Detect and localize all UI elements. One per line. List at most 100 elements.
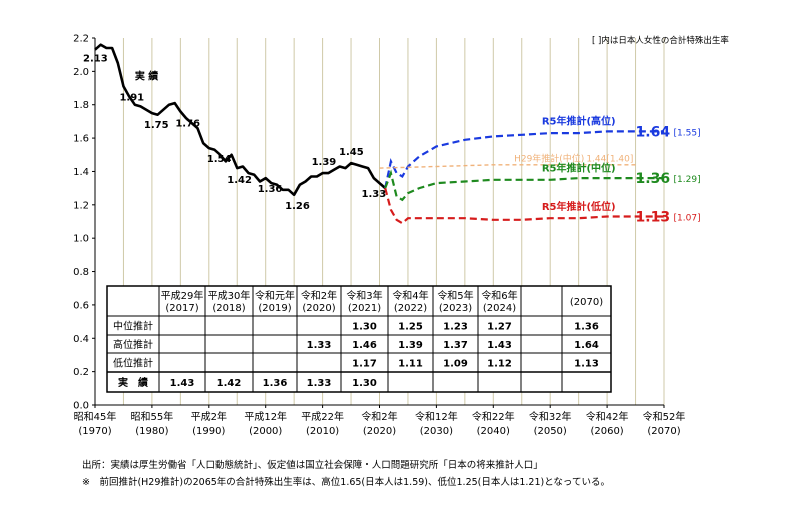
data-label-1980: 1.75 bbox=[144, 120, 169, 131]
x-tick-year: (1970) bbox=[78, 426, 111, 437]
x-tick-label: 令和2年 bbox=[361, 410, 397, 423]
x-tick-label: 令和42年 bbox=[586, 410, 629, 423]
table-row-label: 中位推計 bbox=[113, 320, 153, 333]
data-label-1990: 1.54 bbox=[207, 154, 232, 165]
series-line-1 bbox=[384, 169, 664, 202]
table-cell: 1.37 bbox=[443, 340, 468, 351]
y-tick-label: 1.4 bbox=[73, 167, 89, 178]
x-tick-year: (1990) bbox=[192, 426, 225, 437]
table-row-label: 低位推計 bbox=[113, 357, 153, 370]
y-tick-label: 0.4 bbox=[73, 334, 89, 345]
table-header-year: (2023) bbox=[439, 303, 472, 314]
series-name-1: R5年推計(中位) bbox=[542, 161, 616, 174]
series-lines bbox=[94, 43, 664, 225]
y-tick-label: 0.2 bbox=[73, 367, 89, 378]
x-tick-year: (2040) bbox=[477, 426, 510, 437]
table-cell: 1.30 bbox=[352, 378, 377, 389]
y-tick-labels: 0.0 0.2 0.4 0.6 0.8 1.0 1.2 1.4 1.6 1.8 2.0 2.2 bbox=[73, 34, 95, 412]
table-cell: 1.43 bbox=[487, 340, 512, 351]
series-name-3: H29年推計(中位) bbox=[514, 152, 584, 164]
data-label-1995: 1.42 bbox=[227, 175, 252, 186]
data-label-2020: 1.33 bbox=[362, 189, 387, 200]
x-tick-label: 令和12年 bbox=[415, 410, 458, 423]
x-tick-year: (1980) bbox=[135, 426, 168, 437]
table-cell: 1.11 bbox=[398, 359, 423, 370]
series-bracket-1: [1.29] bbox=[674, 175, 701, 185]
table-cell: 1.23 bbox=[443, 322, 468, 333]
y-tick-label: 0.6 bbox=[73, 300, 89, 311]
table-cell: 1.25 bbox=[398, 322, 423, 333]
table-cell: 1.09 bbox=[443, 359, 468, 370]
reference-note: [ ]内は日本人女性の合計特殊出生率 bbox=[592, 36, 729, 46]
table-header-year: (2021) bbox=[348, 303, 381, 314]
table-cell: 1.12 bbox=[487, 359, 512, 370]
table-header-year: (2017) bbox=[165, 303, 198, 314]
table-cell: 1.33 bbox=[307, 378, 332, 389]
x-tick-year: (2030) bbox=[420, 426, 453, 437]
series-value-1: 1.36 bbox=[636, 171, 671, 187]
x-tick-labels: 昭和45年 (1970) 昭和55年 (1980) 平成2年 (1990) 平成12年 (20… bbox=[74, 405, 686, 437]
x-tick-year: (2050) bbox=[534, 426, 567, 437]
y-tick-label: 1.6 bbox=[73, 134, 89, 145]
series-bracket-2: [1.07] bbox=[674, 213, 701, 223]
source-note: 出所：実績は厚生労働省「人口動態統計」、仮定値は国立社会保障・人口問題研究所「日… bbox=[82, 460, 543, 471]
x-tick-year: (2020) bbox=[363, 426, 396, 437]
series-actual bbox=[94, 43, 387, 197]
series-value-2: 1.13 bbox=[636, 209, 671, 225]
x-tick-year: (2000) bbox=[249, 426, 282, 437]
table-cell: 1.43 bbox=[170, 378, 195, 389]
series-line-2 bbox=[384, 187, 664, 225]
y-tick-label: 2.0 bbox=[73, 67, 89, 78]
table-cell: 1.46 bbox=[352, 340, 377, 351]
table-header-year: (2018) bbox=[212, 303, 245, 314]
table-cell: 1.17 bbox=[352, 359, 377, 370]
table-header-era: 令和2年 bbox=[301, 289, 337, 302]
x-tick-year: (2070) bbox=[647, 426, 680, 437]
series-line-3 bbox=[379, 164, 636, 169]
x-tick-label: 昭和45年 bbox=[74, 410, 117, 423]
data-label-2000: 1.36 bbox=[258, 184, 283, 195]
series-name-0: R5年推計(高位) bbox=[542, 115, 616, 128]
table-header-era: 令和3年 bbox=[346, 289, 382, 302]
x-tick-label: 昭和55年 bbox=[131, 410, 174, 423]
y-tick-label: 1.0 bbox=[73, 234, 89, 245]
table-header-era: 令和4年 bbox=[392, 289, 428, 302]
series-value-0: 1.64 bbox=[636, 124, 671, 140]
series-bracket-3: [1.40] bbox=[606, 154, 633, 164]
series-value-3: 1.44 bbox=[586, 154, 606, 164]
x-tick-label: 平成2年 bbox=[191, 410, 227, 423]
table-header-era: 平成30年 bbox=[208, 289, 251, 302]
table-row-label: 高位推計 bbox=[113, 338, 153, 351]
data-table: 平成29年(2017)平成30年(2018)令和元年(2019)令和2年(202… bbox=[106, 285, 612, 393]
table-cell: 1.42 bbox=[217, 378, 242, 389]
table-cell: 1.27 bbox=[487, 322, 512, 333]
series-name-2: R5年推計(低位) bbox=[542, 200, 616, 213]
table-header-era: 令和元年 bbox=[255, 289, 295, 302]
x-tick-label: 令和22年 bbox=[472, 410, 515, 423]
x-tick-year: (2060) bbox=[590, 426, 623, 437]
x-tick-label: 令和52年 bbox=[643, 410, 686, 423]
table-frame bbox=[106, 285, 612, 393]
table-cell: 1.36 bbox=[574, 322, 599, 333]
table-cell: 1.36 bbox=[263, 378, 288, 389]
y-tick-label: 0.8 bbox=[73, 267, 89, 278]
table-header-year: (2019) bbox=[258, 303, 291, 314]
x-tick-label: 令和32年 bbox=[529, 410, 572, 423]
table-header-era: 平成29年 bbox=[161, 289, 204, 302]
table-header-year: (2020) bbox=[302, 303, 335, 314]
x-tick-label: 平成22年 bbox=[301, 410, 344, 423]
table-cell: 1.13 bbox=[574, 359, 599, 370]
series-bracket-0: [1.55] bbox=[674, 128, 701, 138]
table-header-year: (2070) bbox=[570, 297, 603, 308]
data-label-2010: 1.39 bbox=[312, 157, 337, 168]
table-cell: 1.39 bbox=[398, 340, 423, 351]
table-header-year: (2022) bbox=[394, 303, 427, 314]
data-label-2005: 1.26 bbox=[285, 201, 310, 212]
series-line-0 bbox=[384, 130, 664, 189]
table-cell: 1.33 bbox=[307, 340, 332, 351]
y-tick-label: 0.0 bbox=[73, 401, 89, 412]
table-cell: 1.64 bbox=[574, 340, 599, 351]
table-row-label: 実 績 bbox=[118, 376, 148, 389]
